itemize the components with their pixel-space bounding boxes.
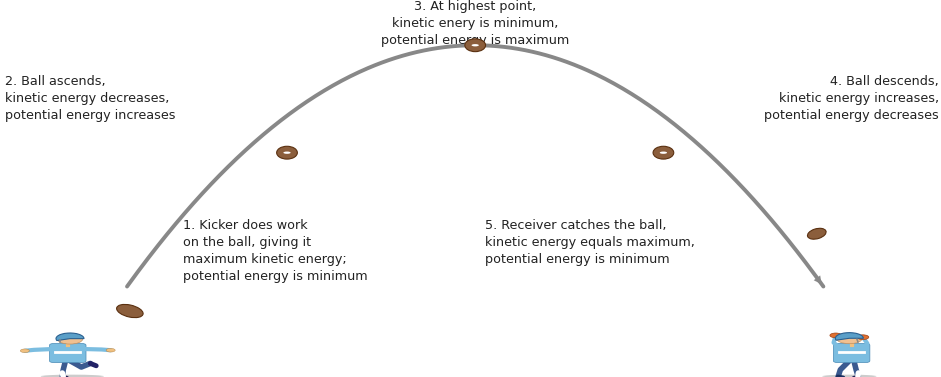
- Ellipse shape: [465, 39, 486, 52]
- FancyBboxPatch shape: [834, 343, 869, 363]
- Circle shape: [106, 348, 115, 352]
- Ellipse shape: [283, 152, 291, 154]
- Text: 2. Ball ascends,
kinetic energy decreases,
potential energy increases: 2. Ball ascends, kinetic energy decrease…: [5, 75, 175, 123]
- Circle shape: [837, 334, 862, 344]
- Ellipse shape: [653, 146, 674, 159]
- Wedge shape: [836, 333, 863, 340]
- Circle shape: [21, 349, 29, 352]
- Ellipse shape: [471, 44, 479, 46]
- Ellipse shape: [660, 152, 667, 154]
- Text: 5. Receiver catches the ball,
kinetic energy equals maximum,
potential energy is: 5. Receiver catches the ball, kinetic en…: [485, 219, 694, 266]
- Ellipse shape: [40, 375, 104, 377]
- Ellipse shape: [117, 304, 143, 318]
- Circle shape: [57, 334, 83, 344]
- Ellipse shape: [277, 146, 297, 159]
- Circle shape: [857, 335, 869, 340]
- Wedge shape: [56, 333, 84, 340]
- Text: 4. Ball descends,
kinetic energy increases,
potential energy decreases: 4. Ball descends, kinetic energy increas…: [764, 75, 939, 123]
- FancyBboxPatch shape: [50, 343, 86, 363]
- Text: 3. At highest point,
kinetic enery is minimum,
potential energy is maximum: 3. At highest point, kinetic enery is mi…: [381, 0, 569, 47]
- Text: 1. Kicker does work
on the ball, giving it
maximum kinetic energy;
potential ene: 1. Kicker does work on the ball, giving …: [183, 219, 368, 283]
- Ellipse shape: [807, 228, 826, 239]
- Ellipse shape: [822, 375, 876, 377]
- Circle shape: [830, 333, 841, 338]
